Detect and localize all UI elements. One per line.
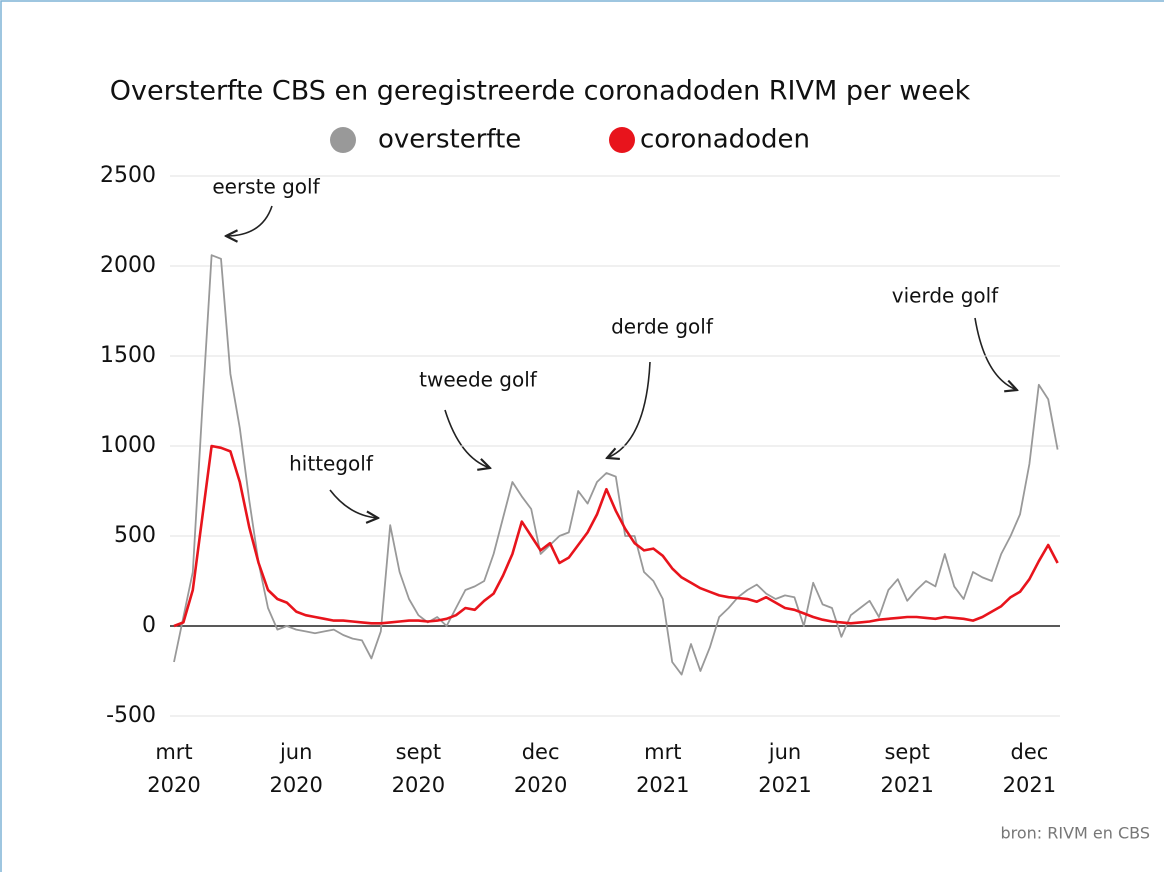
y-tick-label: 0 <box>142 613 156 638</box>
source: bron: RIVM en CBS <box>1000 824 1150 843</box>
annotation: eerste golf <box>212 175 320 199</box>
annotation-arrows <box>226 205 1017 518</box>
annotation: vierde golf <box>892 284 999 308</box>
legend-swatch <box>609 127 635 153</box>
x-tick-label: dec 2021 <box>1002 740 1057 797</box>
y-tick-label: 2500 <box>100 163 156 188</box>
y-tick-label: 500 <box>114 523 156 548</box>
line-series <box>173 444 1059 628</box>
y-tick-label: -500 <box>106 703 156 728</box>
x-tick-label: sept 2020 <box>391 740 446 797</box>
x-tick-label: mrt 2021 <box>636 740 690 797</box>
x-tick-label: sept 2021 <box>880 740 934 797</box>
annotation: tweede golf <box>419 368 538 392</box>
legend-label: oversterfte <box>378 125 521 155</box>
legend-label: coronadoden <box>640 125 810 155</box>
y-tick-label: 1500 <box>100 343 156 368</box>
x-tick-label: jun 2021 <box>758 740 812 797</box>
legend-swatch <box>330 127 356 153</box>
x-tick-label: jun 2020 <box>269 740 323 797</box>
line-series <box>173 254 1059 676</box>
annotation: derde golf <box>611 315 714 339</box>
y-tick-label: 2000 <box>100 253 156 278</box>
y-tick-label: 1000 <box>100 433 156 458</box>
annotation: hittegolf <box>289 452 374 476</box>
x-tick-label: mrt 2020 <box>147 740 201 797</box>
chart-title: Oversterfte CBS en geregistreerde corona… <box>110 76 971 107</box>
x-tick-label: dec 2020 <box>513 740 568 797</box>
